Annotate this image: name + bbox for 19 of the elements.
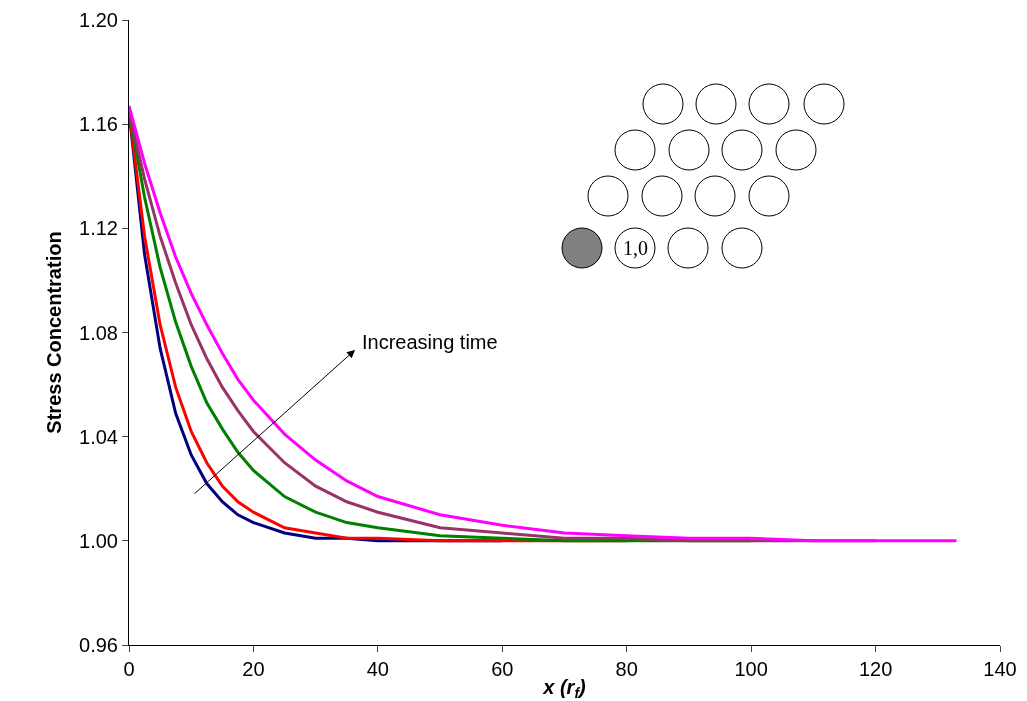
annotation: Increasing time	[362, 331, 498, 353]
x-axis-title: x (r$_{f}$)	[542, 675, 587, 701]
x-tick-label: 80	[615, 658, 638, 680]
x-tick-label: 40	[366, 658, 389, 680]
annotation: 1,0	[623, 237, 648, 259]
x-tick-label: 60	[491, 658, 514, 680]
y-tick-label: 1.12	[79, 217, 118, 240]
y-tick-label: 1.08	[79, 321, 118, 344]
x-tick-label: 140	[983, 658, 1017, 680]
x-tick-label: 120	[858, 658, 893, 680]
y-axis-title: Stress Concentration	[42, 231, 65, 434]
x-tick-label: 20	[242, 658, 265, 680]
x-tick-label: 0	[123, 658, 135, 680]
y-tick-label: 0.96	[79, 634, 118, 656]
y-tick-label: 1.00	[79, 529, 118, 552]
y-tick-label: 1.20	[79, 9, 118, 31]
y-tick-label: 1.16	[79, 113, 118, 136]
y-tick-label: 1.04	[79, 425, 118, 448]
x-tick-label: 100	[734, 658, 768, 680]
